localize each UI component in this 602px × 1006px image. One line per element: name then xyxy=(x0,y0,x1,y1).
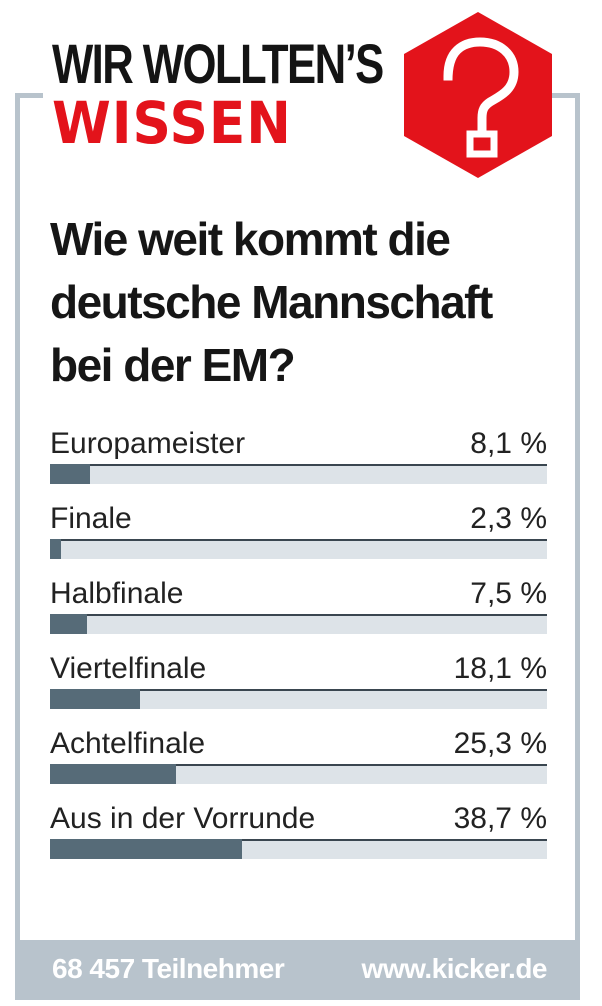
header-line-2: WISSEN xyxy=(52,89,292,157)
bar-label: Finale xyxy=(50,502,132,535)
frame-top-right xyxy=(548,93,580,98)
bar-track xyxy=(50,764,547,784)
bar-value-label: 38,7 % xyxy=(453,802,547,835)
frame-top-left xyxy=(15,93,43,98)
bar-value-label: 2,3 % xyxy=(470,502,547,535)
bar-row-vorrunde: Aus in der Vorrunde 38,7 % xyxy=(50,795,547,870)
bar-row-finale: Finale 2,3 % xyxy=(50,495,547,570)
participants-count: 68 457 Teilnehmer xyxy=(52,953,285,984)
bar-label: Halbfinale xyxy=(50,577,184,610)
bar xyxy=(50,839,242,859)
bar-track xyxy=(50,539,547,559)
bar-value-label: 25,3 % xyxy=(453,727,547,760)
bar xyxy=(50,539,61,559)
bar xyxy=(50,464,90,484)
bar xyxy=(50,614,87,634)
bar-label: Europameister xyxy=(50,427,246,460)
bar-track xyxy=(50,839,547,859)
bar-value-label: 18,1 % xyxy=(453,652,547,685)
bar-track xyxy=(50,464,547,484)
bar-track xyxy=(50,614,547,634)
bar-row-halbfinale: Halbfinale 7,5 % xyxy=(50,570,547,645)
website-link[interactable]: www.kicker.de xyxy=(361,953,548,984)
question-mark-hexagon-icon xyxy=(404,12,552,178)
header-line-1: WIR WOLLTEN’S xyxy=(52,32,384,95)
bar-track xyxy=(50,689,547,709)
footer-bar: 68 457 Teilnehmer www.kicker.de xyxy=(15,940,580,1000)
bar-row-europameister: Europameister 8,1 % xyxy=(50,420,547,495)
bar xyxy=(50,764,176,784)
bar-row-viertelfinale: Viertelfinale 18,1 % xyxy=(50,645,547,720)
poll-chart: Europameister 8,1 % Finale 2,3 % Halbfin… xyxy=(50,420,547,870)
bar-label: Viertelfinale xyxy=(50,652,207,685)
bar-label: Aus in der Vorrunde xyxy=(50,802,316,835)
bar-row-achtelfinale: Achtelfinale 25,3 % xyxy=(50,720,547,795)
bar-value-label: 7,5 % xyxy=(470,577,547,610)
poll-question: Wie weit kommt die deutsche Mannschaft b… xyxy=(50,213,493,391)
bar-value-label: 8,1 % xyxy=(470,427,547,460)
bar-label: Achtelfinale xyxy=(50,727,206,760)
bar xyxy=(50,689,140,709)
